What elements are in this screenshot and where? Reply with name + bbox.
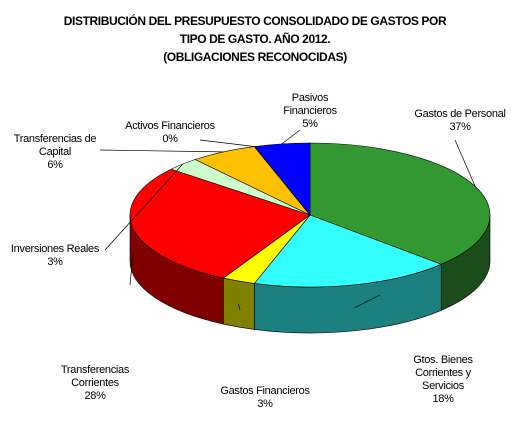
chart-subtitle: (OBLIGACIONES RECONOCIDAS) [163,50,347,64]
data-label: Gtos. Bienes Corrientes y Servicios 18% [403,354,483,406]
category-label: Transferencias Corrientes [60,364,130,389]
category-label: Pasivos Financieros [283,92,337,117]
category-label: Inversiones Reales [10,243,100,255]
slice [129,168,311,279]
category-label: Gtos. Bienes Corrientes y Servicios [413,354,473,392]
data-label: Pasivos Financieros 5% [270,92,350,131]
data-label: Transferencias Corrientes 28% [45,364,145,403]
category-label: Gastos Financieros [220,385,310,397]
value-label: 18% [432,393,454,405]
value-label: 28% [84,390,106,402]
value-label: 3% [47,256,63,268]
chart-title: DISTRIBUCIÓN DEL PRESUPUESTO CONSOLIDADO… [63,14,447,46]
leader-line [354,294,381,309]
slice-side [222,277,255,330]
leader-line [199,139,255,147]
leader-line [129,251,134,286]
data-label: Transferencias de Capital 6% [0,133,110,172]
value-label: 6% [47,159,63,171]
data-label: Gastos de Personal 37% [405,108,511,134]
value-label: 0% [162,133,178,145]
slice [253,214,443,288]
category-label: Gastos de Personal [414,108,506,120]
chart-title-block: DISTRIBUCIÓN DEL PRESUPUESTO CONSOLIDADO… [55,12,455,66]
data-label: Inversiones Reales 3% [5,243,105,269]
category-label: Transferencias de Capital [13,133,97,158]
value-label: 5% [302,118,318,130]
data-label: Activos Financieros 0% [115,120,225,146]
value-label: 3% [257,398,273,410]
leader-line [104,163,183,251]
leader-line [454,139,476,187]
leader-line [99,149,224,153]
leader-line [281,129,301,145]
leader-line [238,303,241,311]
value-label: 37% [449,121,471,133]
data-label: Gastos Financieros 3% [210,385,320,411]
category-label: Activos Financieros [125,120,215,132]
